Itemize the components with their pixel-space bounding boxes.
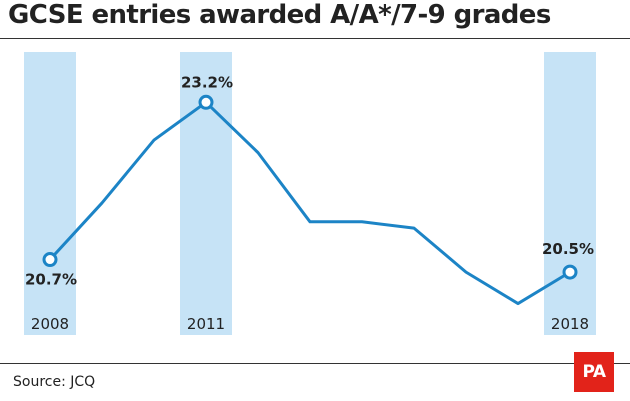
source-note: Source: JCQ [13, 374, 96, 390]
footer-divider [0, 363, 630, 364]
highlight-band-2011 [180, 52, 232, 335]
data-point-2018 [562, 264, 578, 280]
year-label-2018: 2018 [551, 315, 589, 333]
year-label-2008: 2008 [31, 315, 69, 333]
data-point-2008 [42, 252, 58, 268]
highlight-band-2018 [544, 52, 596, 335]
data-label-2018: 20.5% [542, 240, 594, 258]
title-divider [0, 38, 630, 39]
highlight-band-2008 [24, 52, 76, 335]
chart-title: GCSE entries awarded A/A*/7-9 grades [8, 0, 551, 30]
year-label-2011: 2011 [187, 315, 225, 333]
pa-logo: PA [574, 352, 614, 392]
data-point-2011 [198, 94, 214, 110]
data-label-2008: 20.7% [25, 271, 77, 289]
data-label-2011: 23.2% [181, 73, 233, 91]
series-line [48, 100, 572, 306]
